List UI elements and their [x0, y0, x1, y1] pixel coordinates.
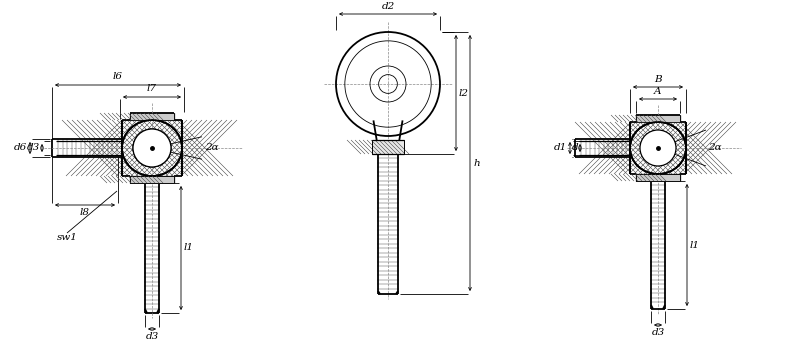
Text: d3: d3	[651, 328, 665, 337]
Ellipse shape	[133, 129, 171, 167]
Text: l1: l1	[184, 243, 194, 252]
Text: l2: l2	[459, 89, 469, 98]
Text: sw1: sw1	[57, 233, 78, 242]
Text: d3: d3	[146, 332, 158, 341]
Text: d1: d1	[554, 144, 567, 153]
Text: l8: l8	[80, 208, 90, 217]
Polygon shape	[636, 174, 680, 181]
Text: 2α: 2α	[205, 144, 218, 153]
Text: d6: d6	[14, 144, 27, 153]
Ellipse shape	[640, 130, 676, 166]
Polygon shape	[372, 140, 404, 154]
Text: d3: d3	[26, 144, 40, 153]
Text: B: B	[654, 75, 662, 84]
Text: l7: l7	[147, 84, 157, 93]
Text: h: h	[473, 159, 480, 168]
Polygon shape	[636, 115, 680, 122]
Text: A: A	[654, 87, 662, 96]
Polygon shape	[130, 176, 174, 183]
Text: d2: d2	[382, 2, 394, 11]
Ellipse shape	[133, 129, 171, 167]
Text: 2α: 2α	[708, 144, 722, 153]
Polygon shape	[130, 113, 174, 120]
Text: d: d	[571, 144, 578, 153]
Text: l1: l1	[690, 241, 700, 250]
Text: l6: l6	[113, 72, 123, 81]
